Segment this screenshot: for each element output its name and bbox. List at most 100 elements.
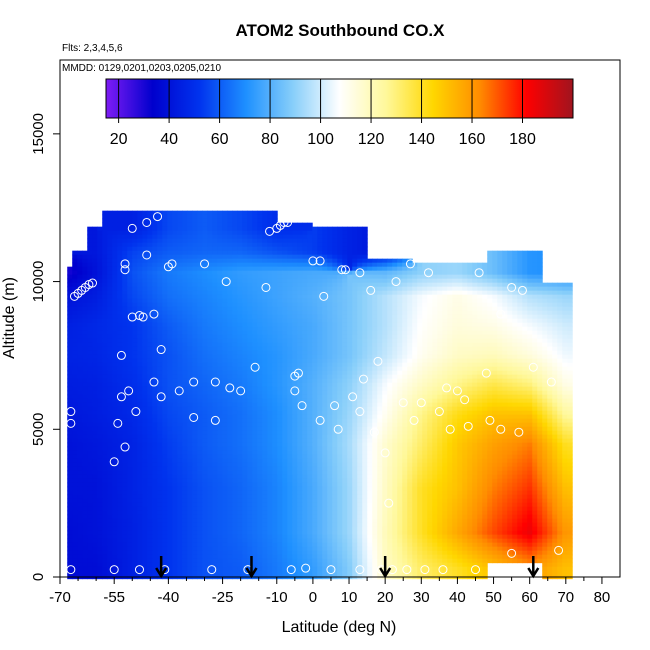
field-cell: [137, 310, 143, 316]
field-cell: [527, 342, 533, 348]
field-cell: [117, 318, 123, 324]
field-cell: [167, 366, 173, 372]
field-cell: [187, 262, 193, 268]
field-cell: [117, 374, 123, 380]
field-cell: [247, 338, 253, 344]
field-cell: [262, 406, 268, 412]
field-cell: [312, 262, 318, 268]
field-cell: [492, 302, 498, 308]
field-cell: [517, 398, 523, 404]
field-cell: [137, 382, 143, 388]
field-cell: [232, 230, 238, 236]
field-cell: [302, 254, 308, 260]
field-cell: [482, 414, 488, 420]
field-cell: [502, 250, 508, 256]
field-cell: [182, 326, 188, 332]
field-cell: [477, 358, 483, 364]
field-cell: [352, 402, 358, 408]
field-cell: [382, 330, 388, 336]
field-cell: [542, 302, 548, 308]
field-cell: [397, 358, 403, 364]
field-cell: [462, 270, 468, 276]
field-cell: [127, 362, 133, 368]
field-cell: [342, 430, 348, 436]
field-cell: [377, 322, 383, 328]
field-cell: [282, 270, 288, 276]
field-cell: [357, 306, 363, 312]
field-cell: [337, 226, 343, 232]
field-cell: [152, 314, 158, 320]
field-cell: [187, 426, 193, 432]
field-cell: [312, 418, 318, 424]
field-cell: [507, 322, 513, 328]
field-cell: [112, 382, 118, 388]
field-cell: [212, 250, 218, 256]
field-cell: [557, 286, 563, 292]
field-cell: [472, 338, 478, 344]
field-cell: [117, 222, 123, 228]
field-cell: [107, 398, 113, 404]
field-cell: [307, 318, 313, 324]
field-cell: [492, 294, 498, 300]
field-cell: [527, 374, 533, 380]
field-cell: [342, 294, 348, 300]
field-cell: [507, 370, 513, 376]
field-cell: [397, 258, 403, 264]
field-cell: [377, 430, 383, 436]
field-cell: [167, 294, 173, 300]
field-cell: [412, 350, 418, 356]
field-cell: [407, 258, 413, 264]
field-cell: [202, 278, 208, 284]
field-cell: [492, 330, 498, 336]
field-cell: [477, 414, 483, 420]
field-cell: [107, 290, 113, 296]
field-cell: [97, 294, 103, 300]
field-cell: [532, 410, 538, 416]
field-cell: [217, 398, 223, 404]
field-cell: [492, 426, 498, 432]
field-cell: [97, 258, 103, 264]
field-cell: [302, 410, 308, 416]
field-cell: [392, 382, 398, 388]
field-cell: [442, 362, 448, 368]
field-cell: [452, 266, 458, 272]
field-cell: [412, 362, 418, 368]
field-cell: [482, 342, 488, 348]
field-cell: [162, 410, 168, 416]
field-cell: [197, 422, 203, 428]
field-cell: [107, 338, 113, 344]
field-cell: [347, 430, 353, 436]
field-cell: [177, 382, 183, 388]
field-cell: [277, 246, 283, 252]
field-cell: [397, 334, 403, 340]
field-cell: [562, 386, 568, 392]
field-cell: [127, 370, 133, 376]
field-cell: [257, 230, 263, 236]
field-cell: [452, 294, 458, 300]
field-cell: [77, 290, 83, 296]
field-cell: [217, 302, 223, 308]
field-cell: [202, 250, 208, 256]
field-cell: [477, 378, 483, 384]
field-cell: [157, 278, 163, 284]
field-cell: [512, 382, 518, 388]
field-cell: [547, 418, 553, 424]
field-cell: [427, 410, 433, 416]
field-cell: [332, 306, 338, 312]
field-cell: [222, 362, 228, 368]
field-cell: [107, 358, 113, 364]
field-cell: [362, 390, 368, 396]
field-cell: [422, 346, 428, 352]
field-cell: [72, 414, 78, 420]
flights-note: Flts: 2,3,4,5,6: [62, 43, 123, 54]
field-cell: [107, 378, 113, 384]
field-cell: [102, 358, 108, 364]
field-cell: [507, 378, 513, 384]
field-cell: [217, 226, 223, 232]
field-cell: [377, 334, 383, 340]
field-cell: [327, 430, 333, 436]
field-cell: [162, 354, 168, 360]
field-cell: [177, 378, 183, 384]
field-cell: [467, 354, 473, 360]
field-cell: [92, 330, 98, 336]
